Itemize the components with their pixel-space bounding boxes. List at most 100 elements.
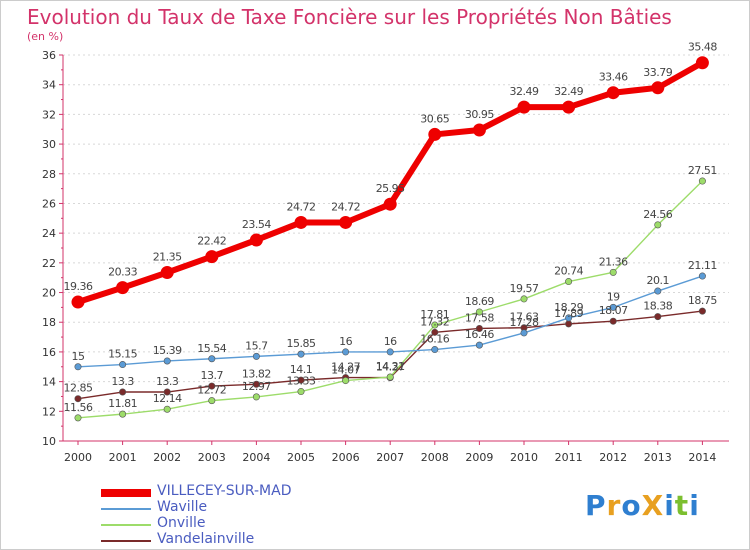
data-label: 25.95	[376, 182, 405, 195]
data-label: 19.36	[64, 280, 93, 293]
chart-title: Evolution du Taux de Taxe Foncière sur l…	[27, 5, 672, 29]
x-tick-label: 2003	[198, 451, 226, 464]
x-tick-label: 2011	[555, 451, 583, 464]
data-label: 16	[384, 335, 397, 348]
data-point	[609, 317, 617, 325]
data-label: 27.51	[688, 164, 717, 177]
legend-label: Onville	[157, 515, 206, 531]
y-tick-label: 12	[42, 405, 56, 418]
data-label: 18.07	[599, 304, 628, 317]
data-label: 18.38	[643, 300, 672, 313]
data-point	[342, 377, 350, 385]
data-point	[119, 388, 127, 396]
data-point	[339, 215, 353, 229]
data-label: 22.42	[197, 235, 226, 248]
data-point	[294, 215, 308, 229]
data-point	[297, 376, 305, 384]
data-label: 13.3	[156, 375, 179, 388]
data-label: 15.54	[197, 342, 226, 355]
data-point	[565, 314, 573, 322]
data-point	[252, 380, 260, 388]
data-label: 33.46	[599, 71, 628, 84]
data-label: 18.29	[554, 301, 583, 314]
data-point	[163, 405, 171, 413]
x-tick-label: 2013	[644, 451, 672, 464]
logo-letter: r	[606, 489, 622, 522]
y-tick-label: 28	[42, 168, 56, 181]
y-tick-label: 24	[42, 227, 56, 240]
legend-swatch	[101, 489, 151, 497]
data-point	[475, 308, 483, 316]
data-label: 17.28	[510, 316, 539, 329]
data-label: 11.81	[108, 397, 137, 410]
y-tick-label: 18	[42, 316, 56, 329]
legend-label: VILLECEY-SUR-MAD	[157, 483, 292, 499]
data-label: 14.27	[331, 361, 360, 374]
data-point	[208, 397, 216, 405]
data-label: 32.49	[510, 85, 539, 98]
y-tick-label: 16	[42, 346, 56, 359]
x-tick-label: 2004	[242, 451, 270, 464]
data-label: 14.31	[376, 360, 405, 373]
data-label: 21.35	[153, 250, 182, 263]
legend-label: Vandelainville	[157, 531, 255, 547]
data-point	[428, 127, 442, 141]
data-point	[475, 324, 483, 332]
y-tick-label: 20	[42, 287, 56, 300]
data-label: 17.58	[465, 311, 494, 324]
data-point	[252, 393, 260, 401]
data-label: 15.7	[245, 339, 268, 352]
data-point	[160, 265, 174, 279]
data-point	[431, 346, 439, 354]
logo-letter: i	[664, 489, 675, 522]
data-label: 12.85	[64, 382, 93, 395]
data-point	[431, 321, 439, 329]
data-label: 13.33	[287, 375, 316, 388]
data-label: 33.79	[643, 66, 672, 79]
data-label: 24.56	[643, 208, 672, 221]
x-tick-label: 2008	[421, 451, 449, 464]
data-point	[74, 363, 82, 371]
data-label: 15	[72, 350, 85, 363]
data-label: 16.46	[465, 328, 494, 341]
chart-subtitle: (en %)	[27, 30, 64, 43]
plot-area	[63, 55, 729, 441]
x-tick-label: 2009	[465, 451, 493, 464]
data-point	[654, 287, 662, 295]
data-point	[163, 357, 171, 365]
y-tick-label: 14	[42, 376, 56, 389]
data-point	[520, 295, 528, 303]
data-label: 32.49	[554, 85, 583, 98]
data-point	[520, 329, 528, 337]
data-label: 30.95	[465, 108, 494, 121]
data-point	[698, 307, 706, 315]
data-label: 13.3	[111, 375, 134, 388]
data-point	[386, 373, 394, 381]
data-label: 21.36	[599, 255, 628, 268]
data-point	[609, 303, 617, 311]
data-label: 19.57	[510, 282, 539, 295]
legend-swatch	[101, 508, 151, 510]
data-point	[695, 56, 709, 70]
x-tick-label: 2000	[64, 451, 92, 464]
data-point	[698, 272, 706, 280]
x-tick-label: 2010	[510, 451, 538, 464]
logo-letter: X	[641, 489, 665, 522]
data-point	[74, 395, 82, 403]
legend-swatch	[101, 540, 151, 542]
legend-label: Waville	[157, 499, 208, 515]
data-point	[163, 388, 171, 396]
data-label: 17.81	[420, 308, 449, 321]
data-label: 12.72	[197, 384, 226, 397]
data-point	[431, 328, 439, 336]
data-point	[383, 197, 397, 211]
data-label: 21.11	[688, 259, 717, 272]
data-label: 16.16	[420, 333, 449, 346]
data-point	[517, 100, 531, 114]
x-tick-label: 2005	[287, 451, 315, 464]
x-tick-label: 2002	[153, 451, 181, 464]
data-label: 20.74	[554, 265, 583, 278]
data-label: 24.72	[331, 200, 360, 213]
data-point	[71, 295, 85, 309]
